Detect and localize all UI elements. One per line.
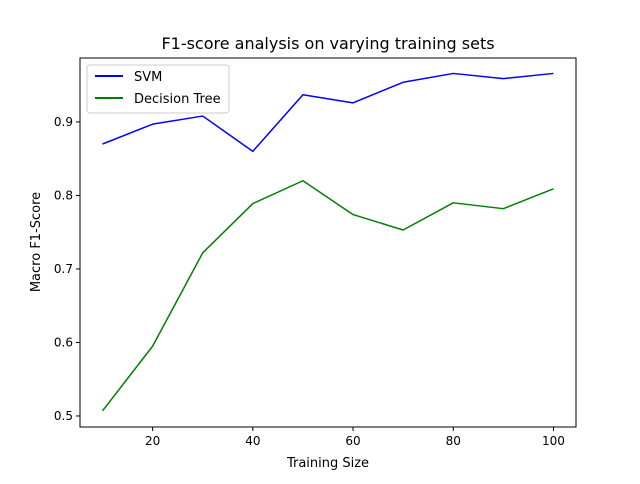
legend-label-decision-tree: Decision Tree xyxy=(134,92,221,107)
legend-label-svm: SVM xyxy=(134,70,162,85)
y-tick-label: 0.5 xyxy=(54,409,73,423)
y-tick-label: 0.7 xyxy=(54,262,73,276)
x-axis-label: Training Size xyxy=(286,456,369,471)
x-axis: 20 40 60 80 100 xyxy=(145,427,565,448)
y-axis-label: Macro F1-Score xyxy=(29,192,44,292)
series-layer xyxy=(101,72,554,412)
legend: SVM Decision Tree xyxy=(86,64,230,114)
x-tick-label: 20 xyxy=(145,434,160,448)
y-axis: 0.5 0.6 0.7 0.8 0.9 xyxy=(54,115,80,423)
chart-title: F1-score analysis on varying training se… xyxy=(161,34,494,53)
x-tick-label: 60 xyxy=(345,434,360,448)
series-line-svm xyxy=(102,72,554,153)
y-tick-label: 0.9 xyxy=(54,115,73,129)
plot-frame xyxy=(79,57,577,428)
x-tick-label: 100 xyxy=(542,434,565,448)
series-line-decision-tree xyxy=(101,180,554,412)
x-tick-label: 80 xyxy=(446,434,461,448)
y-tick-label: 0.6 xyxy=(54,335,73,349)
x-tick-label: 40 xyxy=(245,434,260,448)
y-tick-label: 0.8 xyxy=(54,188,73,202)
